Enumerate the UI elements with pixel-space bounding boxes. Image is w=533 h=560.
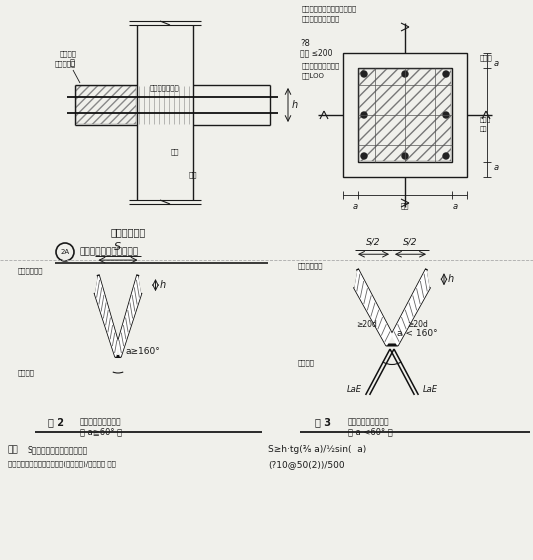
Text: 强度等级不同处接头大样: 强度等级不同处接头大样 xyxy=(80,248,139,256)
Text: S/2: S/2 xyxy=(366,237,381,246)
Polygon shape xyxy=(392,270,429,345)
Text: 板: 板 xyxy=(69,58,75,67)
Text: h: h xyxy=(159,280,166,290)
Text: ?8: ?8 xyxy=(300,39,310,48)
Text: S≥h·tg(⅜ a)/½sin(  a): S≥h·tg(⅜ a)/½sin( a) xyxy=(268,445,366,454)
Text: ≥20d: ≥20d xyxy=(356,320,377,329)
Text: 图 3: 图 3 xyxy=(315,417,331,427)
Text: 图 2: 图 2 xyxy=(48,417,64,427)
Text: a: a xyxy=(494,162,499,171)
Text: LaE: LaE xyxy=(423,385,438,394)
Circle shape xyxy=(402,153,408,159)
Text: 板与墙混凝土: 板与墙混凝土 xyxy=(110,227,146,237)
Circle shape xyxy=(443,112,449,118)
Text: 间距LOO: 间距LOO xyxy=(302,72,325,78)
Text: h: h xyxy=(448,274,454,284)
Text: 另外一侧板: 另外一侧板 xyxy=(55,60,76,67)
Text: 折角纵向钢筋: 折角纵向钢筋 xyxy=(298,262,324,269)
Text: a: a xyxy=(453,202,457,211)
Text: 折角纵向钢筋: 折角纵向钢筋 xyxy=(18,268,44,274)
Text: 间距: 间距 xyxy=(480,126,488,132)
Text: a < 160°: a < 160° xyxy=(397,329,438,338)
Circle shape xyxy=(361,153,367,159)
Text: a≥160°: a≥160° xyxy=(126,347,161,356)
Text: a: a xyxy=(352,202,358,211)
Text: 指 a <60° 时: 指 a <60° 时 xyxy=(348,427,393,436)
Text: 柱宽: 柱宽 xyxy=(401,202,409,209)
Text: 斤点键接头第层处密: 斤点键接头第层处密 xyxy=(348,417,390,426)
Text: 原板: 原板 xyxy=(189,171,197,178)
Text: a: a xyxy=(494,58,499,68)
Text: (?10@50(2))/500: (?10@50(2))/500 xyxy=(268,460,345,469)
Polygon shape xyxy=(95,276,118,357)
Text: 注：: 注： xyxy=(8,445,19,454)
Text: 受拉钢筋: 受拉钢筋 xyxy=(18,370,35,376)
Polygon shape xyxy=(118,276,141,357)
Text: LaE: LaE xyxy=(346,385,361,394)
Text: 墙体: 墙体 xyxy=(171,148,179,155)
Text: 混凝土现浇钢筋: 混凝土现浇钢筋 xyxy=(150,85,180,91)
Text: h: h xyxy=(292,100,298,110)
Text: 受拉钢筋: 受拉钢筋 xyxy=(298,360,315,366)
Circle shape xyxy=(361,112,367,118)
Circle shape xyxy=(361,71,367,77)
Text: 梁内加密区高度同侧最大梁高: 梁内加密区高度同侧最大梁高 xyxy=(302,5,357,12)
Text: ≥20d: ≥20d xyxy=(407,320,428,329)
Text: 间距 ≤200: 间距 ≤200 xyxy=(300,48,333,57)
Text: 2A: 2A xyxy=(60,249,70,255)
Circle shape xyxy=(402,71,408,77)
Text: S范围钢筋密设每侧几点道。: S范围钢筋密设每侧几点道。 xyxy=(28,445,88,454)
Text: S/2: S/2 xyxy=(403,237,418,246)
Text: 大梁箍筋密区大一级: 大梁箍筋密区大一级 xyxy=(302,62,340,69)
Text: 混凝土强度等级用缘: 混凝土强度等级用缘 xyxy=(302,15,340,22)
Circle shape xyxy=(443,71,449,77)
Text: 指 a≧60° 时: 指 a≧60° 时 xyxy=(80,427,122,436)
Text: S: S xyxy=(115,242,122,252)
Text: 加密筋: 加密筋 xyxy=(480,117,491,123)
Text: 墙筋位置: 墙筋位置 xyxy=(60,50,77,57)
Circle shape xyxy=(443,153,449,159)
Polygon shape xyxy=(355,270,392,345)
Text: 柱箍筋: 柱箍筋 xyxy=(480,55,492,61)
Text: 根据设置方向选择：加密区域(沿山带宽)/加密间距 为：: 根据设置方向选择：加密区域(沿山带宽)/加密间距 为： xyxy=(8,460,116,466)
Text: 斤点键接头第层处密: 斤点键接头第层处密 xyxy=(80,417,122,426)
